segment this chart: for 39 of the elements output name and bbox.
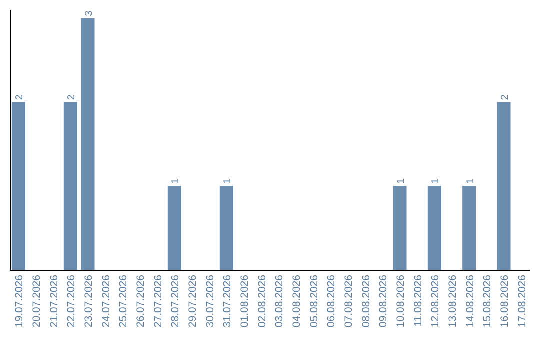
data-label: 2 xyxy=(500,94,511,100)
x-tick-label: 14.08.2026 xyxy=(464,274,476,328)
x-tick-label: 21.07.2026 xyxy=(48,274,60,328)
x-tick-label: 20.07.2026 xyxy=(31,274,43,328)
x-tick-label: 01.08.2026 xyxy=(239,274,251,328)
x-tick-label: 27.07.2026 xyxy=(152,274,164,328)
x-tick-label: 16.08.2026 xyxy=(499,274,511,328)
data-label: 2 xyxy=(66,94,78,100)
x-tick-label: 26.07.2026 xyxy=(135,274,147,328)
x-tick-label: 04.08.2026 xyxy=(291,274,303,328)
x-tick-label: 17.08.2026 xyxy=(516,274,528,328)
x-tick-label: 10.08.2026 xyxy=(395,274,407,328)
x-tick-label: 22.07.2026 xyxy=(66,274,78,328)
data-label: 1 xyxy=(222,178,234,184)
x-tick-label: 03.08.2026 xyxy=(274,274,286,328)
x-tick-label: 11.08.2026 xyxy=(412,274,424,327)
x-tick-label: 09.08.2026 xyxy=(378,274,390,328)
x-tick-label: 08.08.2026 xyxy=(360,274,372,328)
data-label: 1 xyxy=(430,178,442,184)
data-label: 1 xyxy=(465,178,476,184)
x-tick-label: 07.08.2026 xyxy=(343,274,355,328)
x-tick-label: 19.07.2026 xyxy=(14,274,26,328)
x-tick-label: 05.08.2026 xyxy=(308,274,320,328)
x-tick-label: 25.07.2026 xyxy=(118,274,130,328)
x-tick-label: 13.08.2026 xyxy=(447,274,459,328)
x-tick-label: 30.07.2026 xyxy=(204,274,216,328)
x-tick-label: 02.08.2026 xyxy=(256,274,268,328)
data-label: 1 xyxy=(396,178,407,184)
x-tick-label: 23.07.2026 xyxy=(83,274,95,328)
data-label: 1 xyxy=(170,178,182,184)
x-tick-label: 12.08.2026 xyxy=(430,274,442,328)
data-label: 3 xyxy=(84,10,95,16)
x-tick-label: 28.07.2026 xyxy=(170,274,182,328)
data-label: 2 xyxy=(14,94,26,100)
x-tick-label: 24.07.2026 xyxy=(100,274,112,328)
x-tick-label: 31.07.2026 xyxy=(222,274,234,328)
x-tick-label: 15.08.2026 xyxy=(482,274,494,328)
x-tick-label: 29.07.2026 xyxy=(187,274,199,328)
x-tick-label: 06.08.2026 xyxy=(326,274,338,328)
